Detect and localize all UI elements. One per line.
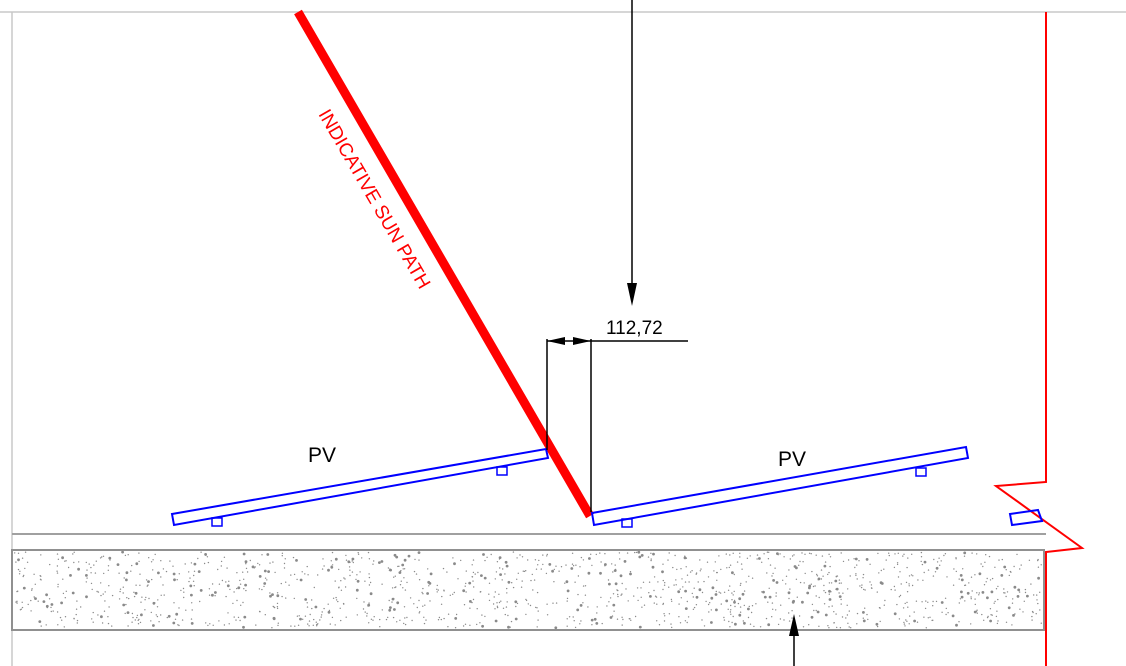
pv-panel-left — [170, 447, 550, 527]
dimension-arrow-left — [547, 337, 565, 345]
concrete-slab — [11, 549, 1045, 631]
pv-panel-partial — [1008, 508, 1044, 527]
slab-hatch-pattern — [14, 550, 1043, 630]
parapet-outline — [993, 12, 1085, 666]
pv-panel-partial-body — [1008, 508, 1044, 527]
dimension-value: 112,72 — [606, 318, 663, 339]
pv-panel-right-foot-1 — [621, 518, 633, 528]
dimension-arrow-right — [573, 337, 591, 345]
vertical-arrow-top-head — [627, 283, 637, 306]
pv-panel-left-foot-1 — [211, 517, 223, 527]
vertical-arrow-bottom-head — [789, 614, 799, 636]
dimension-row-spacing — [546, 337, 688, 512]
pv-label-right: PV — [778, 448, 806, 471]
slab-outline — [11, 549, 1045, 631]
pv-label-left: PV — [308, 444, 336, 467]
vertical-arrow-top — [627, 0, 637, 306]
vertical-arrow-bottom — [789, 614, 799, 666]
sun-path-line — [294, 9, 594, 519]
pv-panel-left-foot-2 — [496, 466, 508, 476]
pv-panel-right — [590, 445, 970, 528]
pv-panel-right-foot-2 — [915, 467, 927, 477]
pv-panel-left-body — [170, 447, 550, 527]
pv-panel-right-body — [590, 445, 970, 527]
